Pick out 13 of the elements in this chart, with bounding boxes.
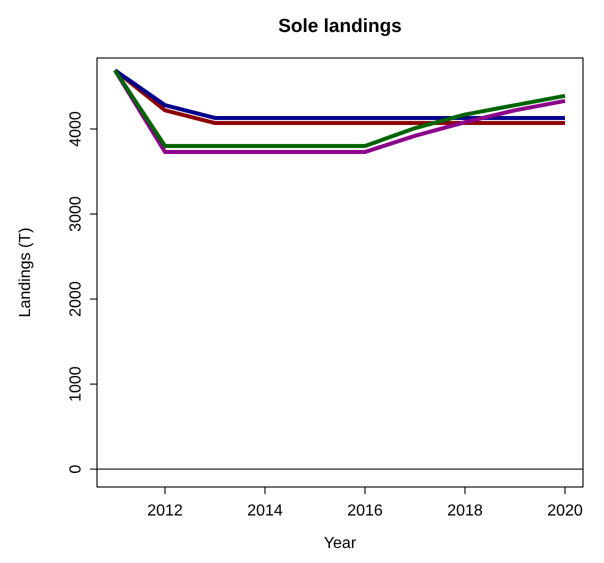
y-axis-title: Landings (T) (17, 228, 34, 318)
x-tick-label: 2018 (447, 502, 483, 520)
y-tick-label: 3000 (68, 196, 85, 232)
x-tick-label: 2012 (147, 502, 183, 520)
y-tick-label: 0 (68, 464, 85, 474)
x-tick-label: 2016 (347, 502, 383, 520)
x-tick-label: 2020 (547, 502, 583, 520)
y-tick-label: 1000 (68, 366, 85, 402)
x-tick-label: 2014 (247, 502, 283, 520)
y-tick-label: 2000 (68, 281, 85, 317)
chart-title: Sole landings (278, 16, 402, 37)
x-axis-title: Year (324, 535, 357, 552)
y-tick-label: 4000 (68, 111, 85, 147)
